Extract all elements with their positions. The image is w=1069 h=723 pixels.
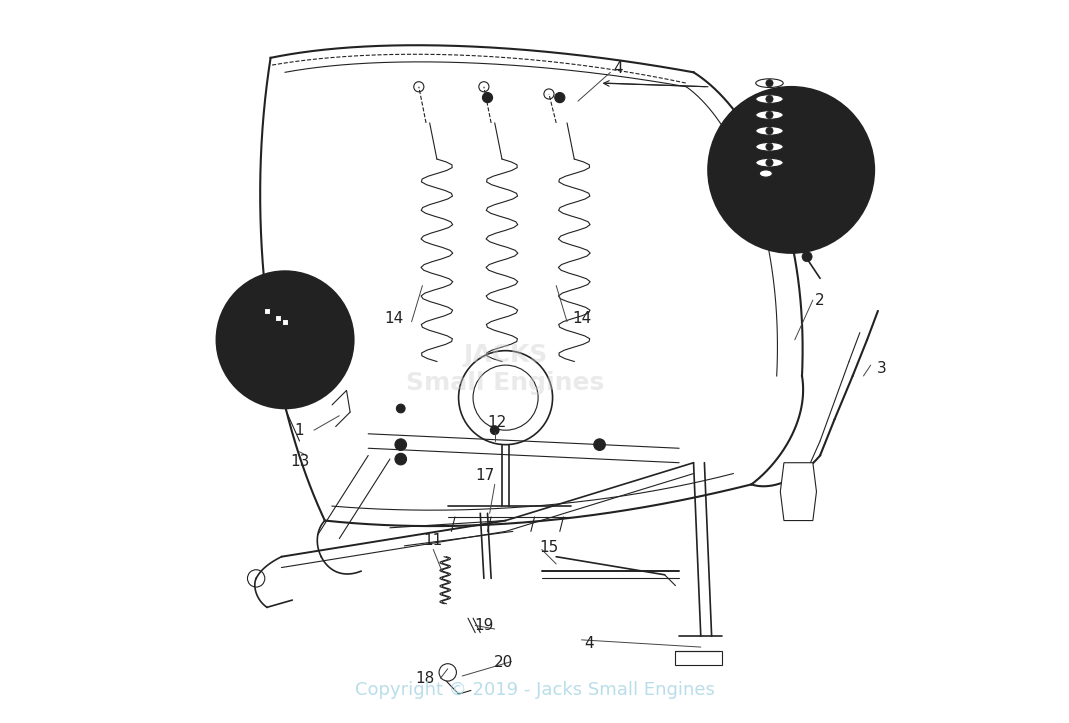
Circle shape: [765, 111, 773, 119]
Ellipse shape: [756, 127, 784, 135]
FancyBboxPatch shape: [676, 651, 723, 665]
Text: JACKS
Small Engines: JACKS Small Engines: [406, 343, 605, 395]
Ellipse shape: [756, 142, 784, 151]
Ellipse shape: [759, 170, 773, 177]
Circle shape: [765, 159, 773, 166]
Text: 19: 19: [475, 618, 494, 633]
Text: 1: 1: [295, 423, 305, 437]
Text: 12: 12: [487, 416, 507, 430]
Circle shape: [491, 426, 499, 435]
Text: 11: 11: [423, 534, 443, 548]
Text: 13: 13: [290, 454, 309, 469]
Circle shape: [482, 93, 493, 103]
Text: 17: 17: [476, 469, 495, 483]
FancyBboxPatch shape: [264, 308, 269, 314]
Text: 14: 14: [384, 311, 403, 325]
Ellipse shape: [756, 95, 784, 103]
Circle shape: [394, 453, 406, 465]
Ellipse shape: [756, 79, 784, 87]
Text: 5: 5: [834, 177, 843, 192]
FancyBboxPatch shape: [282, 319, 288, 325]
Text: 7: 7: [735, 163, 745, 177]
Ellipse shape: [756, 158, 784, 167]
Circle shape: [787, 213, 795, 221]
Text: 15: 15: [540, 540, 559, 555]
Circle shape: [593, 439, 605, 450]
Text: 16: 16: [281, 362, 300, 376]
Circle shape: [397, 404, 405, 413]
Circle shape: [765, 127, 773, 134]
Circle shape: [745, 192, 750, 196]
Text: 8: 8: [848, 148, 857, 163]
FancyBboxPatch shape: [275, 315, 281, 321]
Ellipse shape: [756, 111, 784, 119]
Circle shape: [555, 93, 564, 103]
Text: 4: 4: [584, 636, 593, 651]
Text: 4: 4: [613, 61, 622, 76]
Polygon shape: [780, 463, 817, 521]
Circle shape: [394, 439, 406, 450]
Circle shape: [802, 213, 810, 221]
Text: 3: 3: [877, 362, 886, 376]
Circle shape: [802, 252, 812, 262]
Circle shape: [765, 143, 773, 150]
Circle shape: [216, 271, 354, 408]
Text: 10: 10: [724, 184, 743, 199]
Circle shape: [708, 87, 874, 253]
Circle shape: [765, 95, 773, 103]
Text: 14: 14: [572, 311, 591, 325]
Text: 20: 20: [494, 655, 513, 669]
Circle shape: [743, 189, 753, 199]
Text: 9: 9: [840, 195, 850, 210]
Text: 2: 2: [816, 293, 825, 307]
Circle shape: [765, 80, 773, 87]
Text: 18: 18: [415, 671, 434, 685]
Text: Copyright © 2019 - Jacks Small Engines: Copyright © 2019 - Jacks Small Engines: [355, 682, 714, 699]
Text: 6: 6: [830, 105, 839, 119]
